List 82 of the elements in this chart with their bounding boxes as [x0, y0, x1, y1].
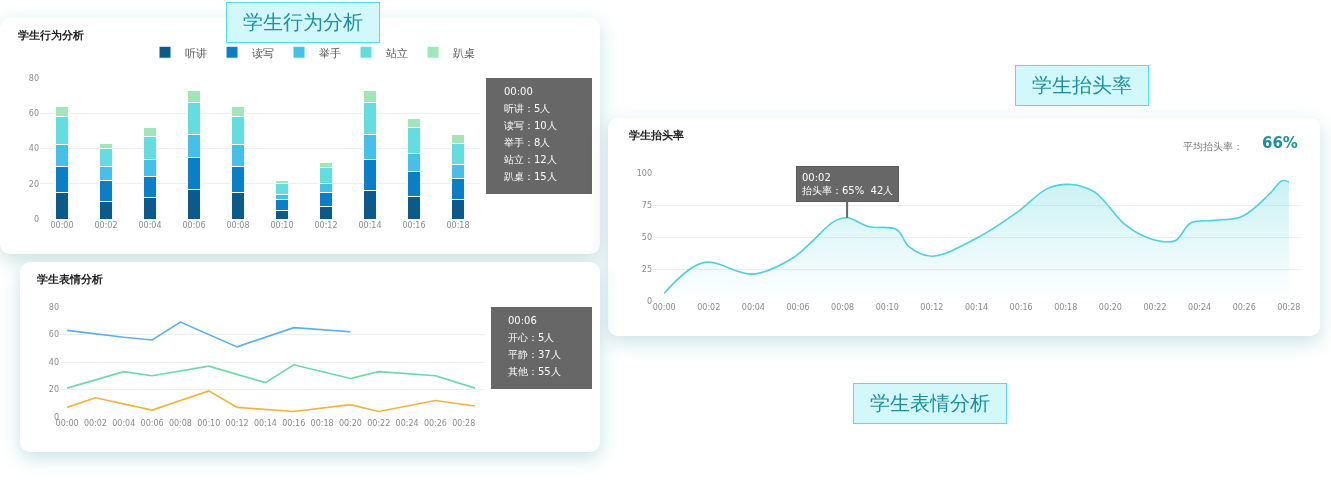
x-tick-label: 00:10 — [875, 303, 899, 312]
x-tick-label: 00:16 — [1009, 303, 1033, 312]
x-tick-label: 00:06 — [140, 419, 164, 428]
x-tick-label: 00:20 — [338, 419, 362, 428]
text: 开心：5人 — [508, 332, 555, 343]
x-tick-label: 00:12 — [920, 303, 944, 312]
x-tick-label: 00:06 — [182, 221, 206, 230]
x-tick-label: 00:02 — [94, 221, 118, 230]
x-tick-label: 00:02 — [697, 303, 721, 312]
x-tick-label: 00:00 — [50, 221, 74, 230]
x-tick-label: 00:10 — [197, 419, 221, 428]
x-tick-label: 00:22 — [1143, 303, 1167, 312]
legend-label: 举手 — [319, 46, 341, 60]
y-tick-label: 20 — [48, 385, 59, 395]
x-tick-label: 00:08 — [831, 303, 855, 312]
x-tick-label: 00:24 — [1188, 303, 1212, 312]
y-tick-label: 20 — [28, 179, 39, 189]
x-tick-label: 00:08 — [168, 419, 192, 428]
x-tick-label: 00:10 — [270, 221, 294, 230]
x-tick-label: 00:28 — [1277, 303, 1301, 312]
x-tick-label: 00:18 — [310, 419, 334, 428]
text: 站立：12人 — [504, 154, 557, 165]
x-tick-label: 00:14 — [253, 419, 277, 428]
legend-label: 站立 — [386, 46, 408, 60]
text: 学生行为分析 — [226, 2, 380, 43]
y-tick-label: 75 — [641, 200, 652, 210]
y-tick-label: 60 — [48, 330, 59, 340]
text: 学生表情分析 — [853, 383, 1007, 424]
x-tick-label: 00:00 — [652, 303, 676, 312]
text: 学生抬头率 — [1015, 65, 1149, 106]
annotation: 00:02 抬头率：65% 42人 — [802, 172, 894, 196]
text: 读写：10人 — [504, 120, 557, 131]
line-series — [66, 363, 476, 389]
legend-label: 读写 — [252, 46, 274, 60]
y-tick-label: 0 — [646, 296, 652, 306]
text: 平均抬头率： — [1183, 141, 1243, 152]
x-tick-label: 00:18 — [446, 221, 470, 230]
x-tick-label: 00:14 — [964, 303, 989, 312]
x-tick-label: 00:28 — [452, 419, 476, 428]
line-series — [66, 390, 476, 413]
chart-title: 学生表情分析 — [37, 272, 104, 286]
x-tick-label: 00:16 — [402, 221, 426, 230]
text: 趴桌：15人 — [504, 171, 557, 182]
x-tick-label: 00:26 — [423, 419, 447, 428]
y-tick-label: 40 — [28, 144, 39, 154]
x-tick-label: 00:04 — [138, 221, 162, 230]
x-tick-label: 00:04 — [741, 303, 765, 312]
chart-title: 学生抬头率 — [629, 128, 685, 142]
y-tick-label: 60 — [28, 109, 39, 119]
x-tick-label: 00:12 — [314, 221, 338, 230]
legend-label: 听讲 — [185, 46, 207, 60]
x-tick-label: 00:08 — [226, 221, 250, 230]
x-tick-label: 00:00 — [55, 419, 79, 428]
legend-label: 趴桌 — [453, 46, 475, 60]
text: 00:00 — [504, 86, 533, 97]
x-tick-label: 00:14 — [358, 221, 382, 230]
text: 听讲：5人 — [504, 103, 551, 114]
text: 平静：37人 — [508, 349, 561, 360]
y-tick-label: 0 — [53, 412, 59, 422]
x-tick-label: 00:12 — [225, 419, 249, 428]
y-tick-label: 25 — [641, 264, 652, 274]
x-tick-label: 00:16 — [282, 419, 306, 428]
text: 举手：8人 — [504, 137, 551, 148]
x-tick-label: 00:18 — [1054, 303, 1078, 312]
y-tick-label: 40 — [48, 357, 59, 367]
text: 其他：55人 — [508, 366, 561, 377]
x-tick-label: 00:02 — [83, 419, 107, 428]
x-tick-label: 00:26 — [1232, 303, 1256, 312]
y-tick-label: 0 — [33, 214, 39, 224]
line-series — [66, 321, 352, 348]
x-tick-label: 00:24 — [395, 419, 419, 428]
y-tick-label: 80 — [48, 302, 59, 312]
x-tick-label: 00:22 — [367, 419, 391, 428]
x-tick-label: 00:20 — [1098, 303, 1122, 312]
y-tick-label: 50 — [641, 232, 652, 242]
y-tick-label: 80 — [28, 73, 39, 83]
chart-title: 学生行为分析 — [18, 28, 84, 42]
text: 00:06 — [508, 315, 537, 326]
x-tick-label: 00:04 — [112, 419, 136, 428]
y-tick-label: 100 — [636, 168, 652, 178]
text: 66% — [1262, 134, 1298, 152]
x-tick-label: 00:06 — [786, 303, 810, 312]
